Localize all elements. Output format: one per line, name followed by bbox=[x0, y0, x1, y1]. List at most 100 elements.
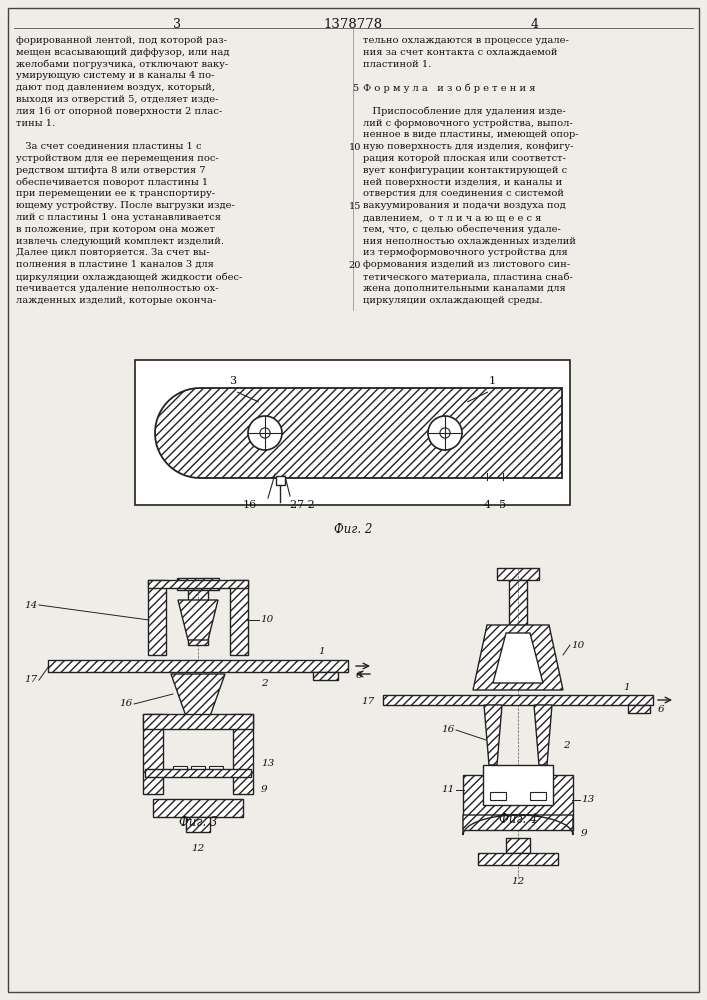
Polygon shape bbox=[178, 600, 218, 640]
Bar bbox=[48, 660, 348, 672]
Bar bbox=[186, 817, 210, 832]
Text: 1378778: 1378778 bbox=[323, 18, 382, 31]
Text: 16: 16 bbox=[119, 700, 133, 708]
Polygon shape bbox=[171, 674, 225, 719]
Text: 12: 12 bbox=[192, 844, 204, 853]
Text: жена дополнительными каналами для: жена дополнительными каналами для bbox=[363, 284, 566, 293]
Circle shape bbox=[440, 428, 450, 438]
Text: обеспечивается поворот пластины 1: обеспечивается поворот пластины 1 bbox=[16, 178, 209, 187]
Circle shape bbox=[428, 416, 462, 450]
Bar bbox=[483, 765, 553, 805]
Text: 2: 2 bbox=[261, 680, 268, 688]
Text: 11: 11 bbox=[442, 786, 455, 794]
Bar bbox=[145, 769, 251, 777]
Text: 13: 13 bbox=[261, 760, 274, 768]
Bar bbox=[509, 580, 527, 625]
Text: ненное в виде пластины, имеющей опор-: ненное в виде пластины, имеющей опор- bbox=[363, 130, 578, 139]
Text: 1: 1 bbox=[318, 648, 325, 656]
Bar bbox=[313, 672, 338, 680]
Polygon shape bbox=[484, 705, 502, 765]
Bar bbox=[276, 476, 285, 485]
Bar bbox=[143, 714, 163, 794]
Text: 4: 4 bbox=[531, 18, 539, 31]
Text: пластиной 1.: пластиной 1. bbox=[363, 60, 431, 69]
Bar bbox=[148, 580, 166, 655]
Text: Фиг. 2: Фиг. 2 bbox=[334, 523, 372, 536]
Text: 9: 9 bbox=[261, 784, 268, 794]
Text: форированной лентой, под которой раз-: форированной лентой, под которой раз- bbox=[16, 36, 227, 45]
Text: умирующую систему и в каналы 4 по-: умирующую систему и в каналы 4 по- bbox=[16, 71, 214, 80]
Bar bbox=[233, 714, 253, 794]
Text: тем, что, с целью обеспечения удале-: тем, что, с целью обеспечения удале- bbox=[363, 225, 561, 234]
Bar bbox=[153, 799, 243, 817]
Text: Фиг. 4: Фиг. 4 bbox=[499, 813, 537, 826]
Text: выходя из отверстий 5, отделяет изде-: выходя из отверстий 5, отделяет изде- bbox=[16, 95, 218, 104]
Text: циркуляции охлаждающей жидкости обес-: циркуляции охлаждающей жидкости обес- bbox=[16, 272, 243, 282]
Bar bbox=[188, 590, 208, 645]
Circle shape bbox=[248, 416, 282, 450]
Text: 12: 12 bbox=[511, 877, 525, 886]
Text: 9: 9 bbox=[581, 828, 588, 838]
Text: 10: 10 bbox=[571, 641, 584, 650]
Text: 14: 14 bbox=[25, 600, 38, 609]
Bar bbox=[497, 568, 539, 580]
Text: 4: 4 bbox=[484, 500, 491, 510]
Text: 27 2: 27 2 bbox=[290, 500, 315, 510]
Text: Фиг. 3: Фиг. 3 bbox=[179, 816, 217, 829]
Bar bbox=[490, 792, 506, 800]
Text: За счет соединения пластины 1 с: За счет соединения пластины 1 с bbox=[16, 142, 201, 151]
Text: вакуумирования и подачи воздуха под: вакуумирования и подачи воздуха под bbox=[363, 201, 566, 210]
Bar bbox=[173, 766, 187, 774]
Text: 2: 2 bbox=[563, 740, 570, 750]
Bar bbox=[383, 695, 653, 705]
Text: Приспособление для удаления изде-: Приспособление для удаления изде- bbox=[363, 107, 566, 116]
Text: мещен всасывающий диффузор, или над: мещен всасывающий диффузор, или над bbox=[16, 48, 230, 57]
Text: 15: 15 bbox=[349, 202, 361, 211]
Bar bbox=[628, 705, 650, 713]
Text: 6: 6 bbox=[658, 704, 665, 714]
Text: 5: 5 bbox=[352, 84, 358, 93]
Text: 3: 3 bbox=[230, 376, 237, 386]
Bar bbox=[135, 360, 570, 505]
Text: Ф о р м у л а   и з о б р е т е н и я: Ф о р м у л а и з о б р е т е н и я bbox=[363, 83, 535, 93]
Text: лий с пластины 1 она устанавливается: лий с пластины 1 она устанавливается bbox=[16, 213, 221, 222]
Text: 17: 17 bbox=[362, 696, 375, 706]
Text: из термоформовочного устройства для: из термоформовочного устройства для bbox=[363, 248, 568, 257]
Text: 13: 13 bbox=[581, 796, 595, 804]
Text: формования изделий из листового син-: формования изделий из листового син- bbox=[363, 260, 571, 269]
Text: циркуляции охлаждающей среды.: циркуляции охлаждающей среды. bbox=[363, 296, 543, 305]
Bar bbox=[209, 766, 223, 774]
Text: ней поверхности изделия, и каналы и: ней поверхности изделия, и каналы и bbox=[363, 178, 562, 187]
Bar bbox=[530, 792, 546, 800]
Polygon shape bbox=[155, 388, 562, 478]
Bar bbox=[143, 714, 253, 729]
Text: лий с формовочного устройства, выпол-: лий с формовочного устройства, выпол- bbox=[363, 119, 573, 128]
Text: 6: 6 bbox=[356, 672, 363, 680]
Text: тельно охлаждаются в процессе удале-: тельно охлаждаются в процессе удале- bbox=[363, 36, 569, 45]
Text: ющему устройству. После выгрузки изде-: ющему устройству. После выгрузки изде- bbox=[16, 201, 235, 210]
Text: при перемещении ее к транспортиру-: при перемещении ее к транспортиру- bbox=[16, 189, 215, 198]
Bar bbox=[463, 775, 573, 830]
Text: 10: 10 bbox=[349, 143, 361, 152]
Text: ния за счет контакта с охлаждаемой: ния за счет контакта с охлаждаемой bbox=[363, 48, 558, 57]
Text: лажденных изделий, которые оконча-: лажденных изделий, которые оконча- bbox=[16, 296, 216, 305]
Text: желобами погрузчика, отключают ваку-: желобами погрузчика, отключают ваку- bbox=[16, 60, 228, 69]
Text: рация которой плоская или соответст-: рация которой плоская или соответст- bbox=[363, 154, 566, 163]
Text: лия 16 от опорной поверхности 2 плас-: лия 16 от опорной поверхности 2 плас- bbox=[16, 107, 222, 116]
Text: 17: 17 bbox=[25, 676, 38, 684]
Text: 5: 5 bbox=[499, 500, 506, 510]
Text: вует конфигурации контактирующей с: вует конфигурации контактирующей с bbox=[363, 166, 567, 175]
Text: извлечь следующий комплект изделий.: извлечь следующий комплект изделий. bbox=[16, 237, 224, 246]
Bar bbox=[177, 578, 219, 590]
Text: 16: 16 bbox=[442, 726, 455, 734]
Text: полнения в пластине 1 каналов 3 для: полнения в пластине 1 каналов 3 для bbox=[16, 260, 214, 269]
Text: печивается удаление неполностью ох-: печивается удаление неполностью ох- bbox=[16, 284, 218, 293]
Text: 16: 16 bbox=[243, 500, 257, 510]
Text: ния неполностью охлажденных изделий: ния неполностью охлажденных изделий bbox=[363, 237, 576, 246]
Text: в положение, при котором она может: в положение, при котором она может bbox=[16, 225, 215, 234]
Bar bbox=[478, 853, 558, 865]
Text: 1: 1 bbox=[623, 682, 630, 692]
Text: 1: 1 bbox=[489, 376, 496, 386]
Text: 3: 3 bbox=[173, 18, 181, 31]
Text: 20: 20 bbox=[349, 261, 361, 270]
